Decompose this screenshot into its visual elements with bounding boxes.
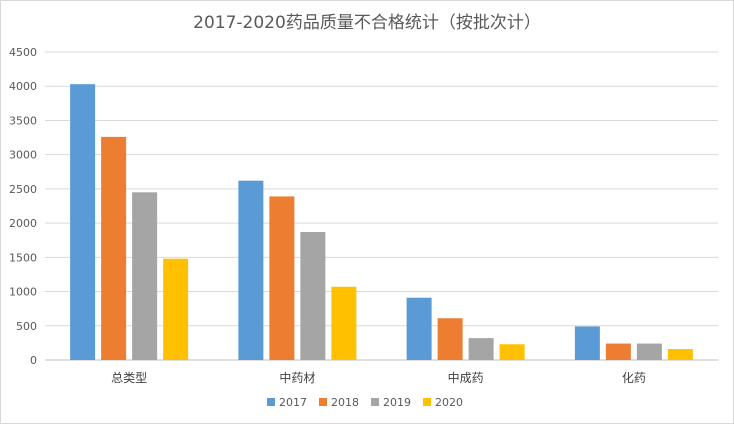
x-category-label: 中药材 (279, 370, 315, 385)
bar-2017-中药材 (238, 180, 264, 360)
y-tick-label: 1500 (9, 251, 37, 264)
bar-2019-总类型 (132, 192, 158, 360)
bars (70, 84, 693, 361)
bar-2018-化药 (605, 343, 631, 360)
x-category-label: 中成药 (448, 370, 484, 385)
y-tick-label: 4000 (9, 80, 37, 93)
legend: 2017 2018 2019 2020 (267, 396, 463, 409)
grid-lines (45, 51, 718, 361)
bar-2018-中成药 (437, 318, 463, 360)
legend-label: 2019 (383, 396, 411, 409)
bar-2020-中成药 (499, 344, 525, 360)
bar-2017-化药 (574, 326, 600, 360)
y-tick-label: 3500 (9, 114, 37, 127)
bar-2018-总类型 (101, 136, 127, 360)
bar-2017-总类型 (70, 84, 96, 361)
bar-2020-化药 (667, 349, 693, 360)
legend-label: 2017 (279, 396, 307, 409)
bar-2020-总类型 (163, 258, 189, 360)
legend-label: 2020 (435, 396, 463, 409)
bar-2020-中药材 (331, 286, 357, 360)
x-axis-categories: 总类型 中药材 中成药 化药 (111, 370, 646, 385)
legend-label: 2018 (331, 396, 359, 409)
legend-swatch (371, 398, 379, 406)
y-tick-label: 2500 (9, 183, 37, 196)
y-tick-label: 3000 (9, 149, 37, 162)
y-axis-ticks: 0 500 1000 1500 2000 2500 3000 3500 4000 4500 (9, 46, 37, 367)
y-tick-label: 4500 (9, 46, 37, 59)
legend-swatch (319, 398, 327, 406)
y-tick-label: 1000 (9, 286, 37, 299)
chart-title: 2017-2020药品质量不合格统计（按批次计） (193, 13, 541, 33)
bar-2019-中药材 (300, 232, 326, 360)
bar-2018-中药材 (269, 196, 295, 360)
y-tick-label: 0 (30, 354, 37, 367)
y-tick-label: 2000 (9, 217, 37, 230)
bar-2019-化药 (636, 343, 662, 360)
y-tick-label: 500 (16, 320, 37, 333)
bar-2017-中成药 (406, 297, 432, 360)
x-category-label: 总类型 (111, 371, 147, 385)
bar-2019-中成药 (468, 338, 494, 360)
legend-swatch (423, 398, 431, 406)
x-category-label: 化药 (622, 371, 646, 385)
legend-swatch (267, 398, 275, 406)
